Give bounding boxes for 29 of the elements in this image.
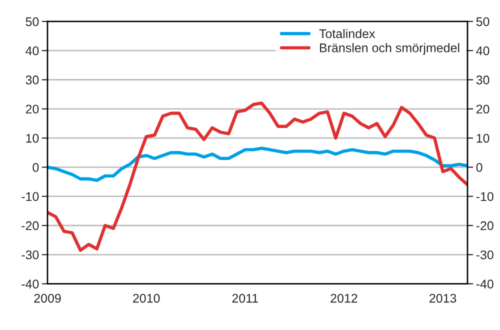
- y2-tick-label: -20: [476, 221, 494, 230]
- legend-label: Bränslen och smörjmedel: [320, 43, 460, 55]
- y2-tick-label: -30: [476, 250, 494, 260]
- y-tick-label: 30: [26, 76, 39, 84]
- y-tick-label: -40: [22, 280, 39, 288]
- y2-tick-label: 20: [476, 104, 490, 114]
- y-tick-label: 20: [26, 104, 39, 114]
- y-tick-label: -30: [22, 250, 39, 260]
- y2-tick-label: 30: [476, 76, 490, 84]
- y-tick-label: 50: [26, 17, 39, 26]
- y2-tick-label: -10: [476, 192, 494, 201]
- x-tick-label: 2013: [430, 294, 456, 303]
- x-tick-label: 2011: [232, 294, 258, 303]
- y-tick-label: 0: [32, 163, 39, 172]
- y-tick-label: 40: [26, 46, 39, 56]
- y2-tick-label: 50: [476, 17, 490, 26]
- x-tick-label: 2012: [330, 294, 358, 303]
- x-tick-label: 2010: [133, 294, 160, 303]
- line-series: [48, 101, 468, 252]
- y-tick-label: 10: [26, 134, 39, 143]
- y2-tick-label: -40: [476, 280, 494, 288]
- x-tick-label: 2009: [34, 294, 61, 303]
- y-tick-label: -20: [22, 221, 39, 230]
- y2-tick-label: 40: [476, 46, 490, 56]
- y2-tick-label: 0: [476, 163, 482, 172]
- line-series: [48, 146, 468, 182]
- legend-label: Totalindex: [319, 28, 376, 38]
- y-tick-label: -10: [22, 192, 39, 201]
- y2-tick-label: 10: [476, 134, 490, 143]
